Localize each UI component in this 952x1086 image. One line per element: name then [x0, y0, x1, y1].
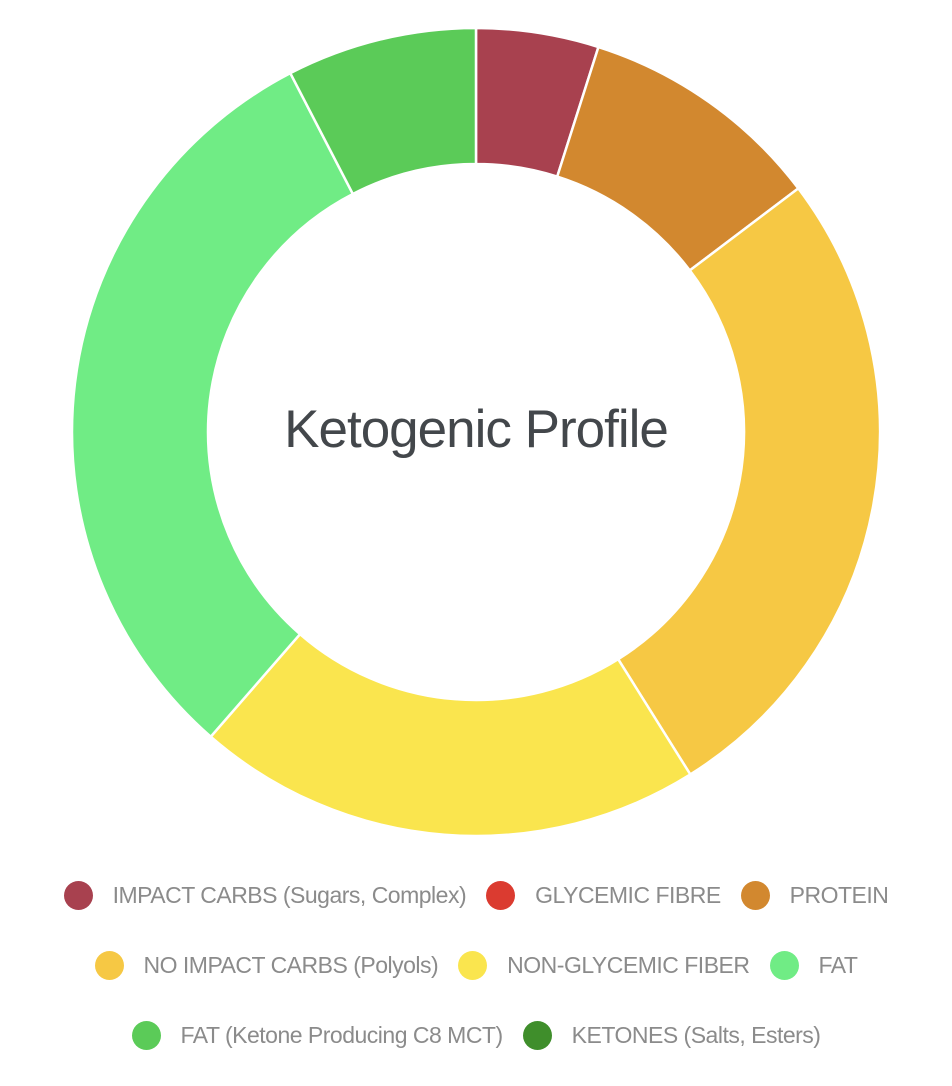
donut-slice-3[interactable]: [616, 186, 882, 777]
chart-legend: IMPACT CARBS (Sugars, Complex) GLYCEMIC F…: [36, 880, 916, 1050]
legend-color-dot: [94, 950, 124, 980]
donut-chart: Ketogenic Profile: [70, 26, 882, 838]
legend-item-4[interactable]: NON-GLYCEMIC FIBER: [458, 950, 750, 980]
legend-item-6[interactable]: FAT (Ketone Producing C8 MCT): [131, 1020, 504, 1050]
legend-item-5[interactable]: FAT: [769, 950, 858, 980]
legend-label: NON-GLYCEMIC FIBER: [507, 951, 750, 978]
legend-label: GLYCEMIC FIBRE: [535, 881, 721, 908]
legend-item-2[interactable]: PROTEIN: [740, 880, 889, 910]
donut-slice-6[interactable]: [288, 26, 478, 196]
legend-label: FAT: [818, 951, 858, 978]
donut-svg: [70, 26, 882, 838]
legend-label: NO IMPACT CARBS (Polyols): [143, 951, 439, 978]
legend-color-dot: [486, 880, 516, 910]
legend-color-dot: [63, 880, 93, 910]
legend-item-3[interactable]: NO IMPACT CARBS (Polyols): [94, 950, 439, 980]
legend-item-1[interactable]: GLYCEMIC FIBRE: [486, 880, 721, 910]
legend-color-dot: [740, 880, 770, 910]
legend-color-dot: [769, 950, 799, 980]
donut-slice-5[interactable]: [70, 71, 355, 739]
legend-color-dot: [131, 1020, 161, 1050]
legend-item-0[interactable]: IMPACT CARBS (Sugars, Complex): [63, 880, 467, 910]
legend-label: KETONES (Salts, Esters): [571, 1021, 821, 1048]
legend-label: PROTEIN: [789, 881, 889, 908]
legend-item-7[interactable]: KETONES (Salts, Esters): [522, 1020, 821, 1050]
legend-color-dot: [458, 950, 488, 980]
legend-label: FAT (Ketone Producing C8 MCT): [180, 1021, 504, 1048]
donut-slice-4[interactable]: [208, 632, 693, 838]
legend-label: IMPACT CARBS (Sugars, Complex): [112, 881, 467, 908]
legend-color-dot: [522, 1020, 552, 1050]
